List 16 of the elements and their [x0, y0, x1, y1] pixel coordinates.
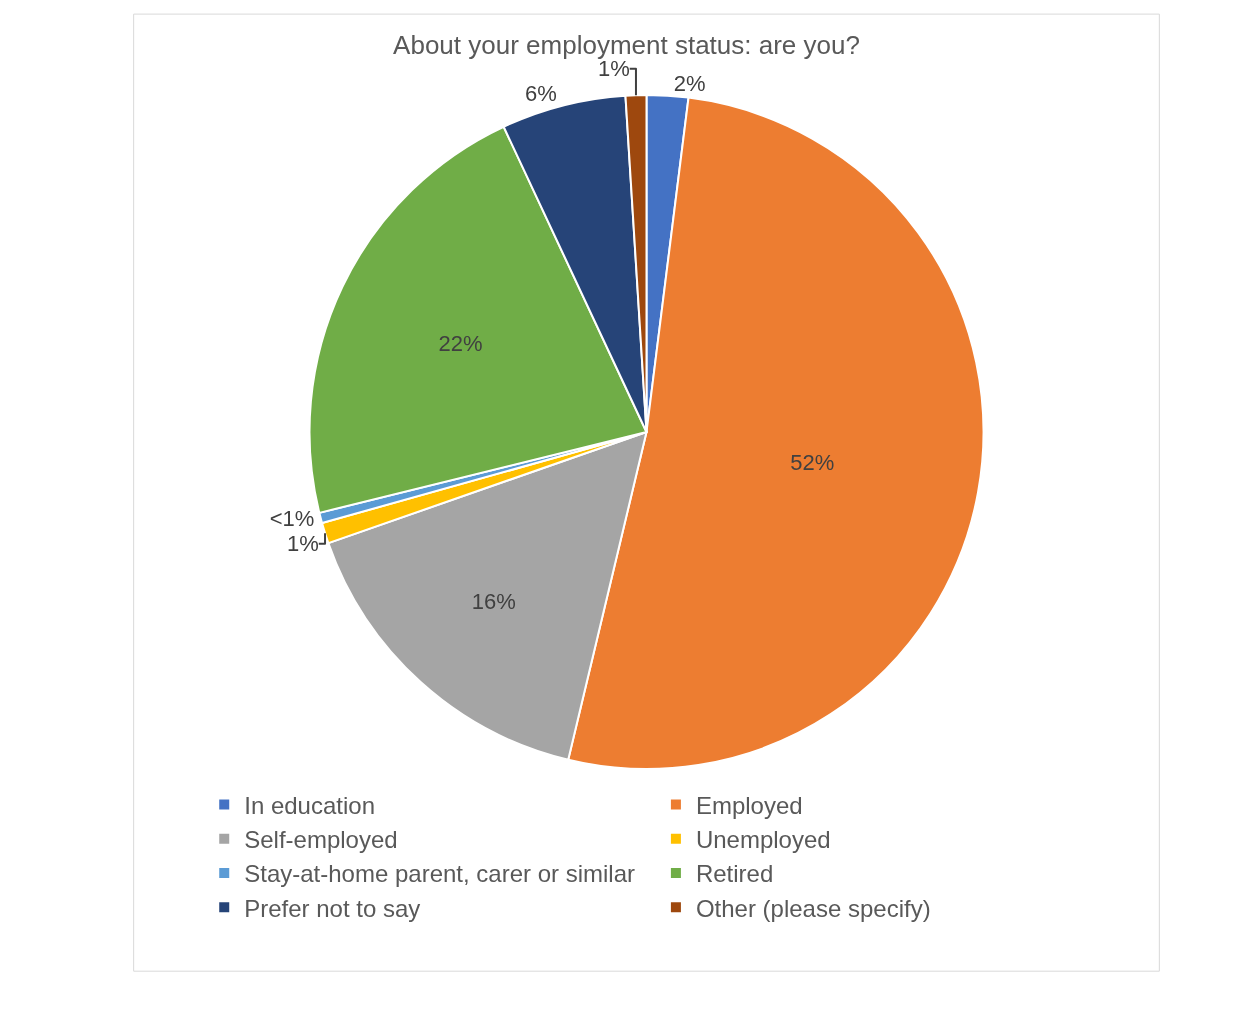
data-label: 1%: [286, 531, 319, 557]
legend-label: In education: [244, 791, 376, 819]
legend-label: Stay-at-home parent, carer or similar: [244, 860, 636, 888]
legend-label: Self-employed: [244, 826, 398, 854]
chart-title: About your employment status: are you?: [393, 29, 860, 60]
legend-label: Prefer not to say: [244, 894, 421, 922]
legend-label: Unemployed: [695, 826, 831, 854]
data-label: <1%: [269, 506, 315, 532]
data-label: 2%: [673, 70, 706, 96]
legend-label: Other (please specify): [695, 894, 931, 922]
data-label: 22%: [438, 330, 483, 356]
data-label: 16%: [471, 588, 516, 614]
data-label: 6%: [525, 81, 557, 107]
legend-label: Retired: [695, 860, 774, 888]
legend-label: Employed: [695, 791, 803, 819]
data-label: 52%: [790, 449, 835, 475]
